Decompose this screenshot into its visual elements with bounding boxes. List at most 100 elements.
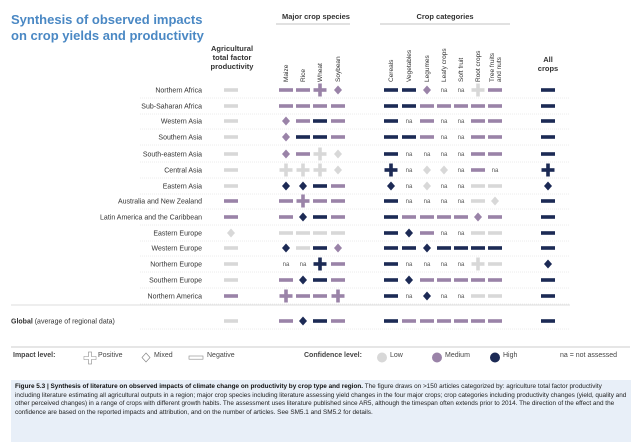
mixed-diamond	[282, 149, 290, 159]
negative-bar	[384, 215, 398, 219]
header-major-crops: Major crop species	[282, 12, 350, 21]
negative-bar	[471, 294, 485, 298]
negative-bar	[331, 199, 345, 203]
negative-bar	[488, 104, 502, 108]
na-label: na	[406, 294, 413, 300]
legend-na: na = not assessed	[560, 352, 618, 359]
negative-bar	[471, 152, 485, 156]
row-label: Latin America and the Caribbean	[100, 215, 202, 222]
negative-bar	[437, 278, 451, 282]
negative-bar	[437, 215, 451, 219]
negative-bar	[224, 199, 238, 203]
caption-bold: Figure 5.3 | Synthesis of literature on …	[15, 383, 364, 390]
negative-bar	[454, 319, 468, 323]
na-label: na	[406, 184, 413, 190]
negative-bar	[384, 294, 398, 298]
negative-bar	[296, 294, 310, 298]
na-label: na	[441, 152, 448, 158]
negative-bar	[471, 184, 485, 188]
negative-bar	[471, 199, 485, 203]
negative-bar	[541, 215, 555, 219]
mixed-diamond	[334, 85, 342, 95]
na-label: na	[441, 184, 448, 190]
negative-bar	[331, 262, 345, 266]
na-label: na	[441, 294, 448, 300]
positive-plus-v	[301, 194, 305, 208]
negative-bar	[541, 278, 555, 282]
legend-medium-dot	[432, 352, 442, 363]
negative-bar	[313, 199, 327, 203]
na-label: na	[300, 262, 307, 268]
negative-bar	[296, 88, 310, 92]
na-label: na	[458, 262, 465, 268]
row-label: Australia and New Zealand	[118, 199, 202, 206]
positive-plus-v	[389, 163, 393, 177]
mixed-diamond	[387, 181, 395, 191]
column-header: Soybean	[335, 56, 342, 82]
mixed-diamond	[282, 116, 290, 126]
negative-bar	[541, 199, 555, 203]
row-label: Southern Europe	[149, 278, 202, 285]
na-label: na	[406, 262, 413, 268]
legend-bar-icon	[188, 355, 204, 360]
mixed-diamond	[282, 132, 290, 142]
mixed-diamond	[474, 212, 482, 222]
legend-plus-icon	[83, 351, 97, 365]
negative-bar	[296, 135, 310, 139]
legend-diamond-icon	[141, 352, 151, 363]
negative-bar	[420, 278, 434, 282]
legend-negative: Negative	[207, 352, 235, 359]
negative-bar	[224, 119, 238, 123]
negative-bar	[296, 246, 310, 250]
mixed-diamond	[334, 149, 342, 159]
column-header: Legumes	[424, 55, 431, 82]
negative-bar	[224, 215, 238, 219]
na-label: na	[458, 119, 465, 125]
negative-bar	[488, 319, 502, 323]
negative-bar	[454, 104, 468, 108]
na-label: na	[441, 119, 448, 125]
negative-bar	[488, 231, 502, 235]
negative-bar	[331, 278, 345, 282]
negative-bar	[471, 319, 485, 323]
column-header: Rice	[300, 69, 307, 82]
mixed-diamond	[334, 165, 342, 175]
row-label: Northern Africa	[155, 88, 202, 95]
negative-bar	[420, 319, 434, 323]
negative-bar	[331, 104, 345, 108]
negative-bar	[313, 319, 327, 323]
negative-bar	[454, 215, 468, 219]
na-label: na	[441, 231, 448, 237]
negative-bar	[384, 199, 398, 203]
negative-bar	[313, 135, 327, 139]
column-header: Soft fruit	[458, 58, 465, 82]
negative-bar	[420, 231, 434, 235]
mixed-diamond	[299, 181, 307, 191]
negative-bar	[224, 152, 238, 156]
negative-bar	[488, 88, 502, 92]
positive-plus-v	[476, 83, 480, 97]
negative-bar	[420, 119, 434, 123]
mixed-diamond	[544, 259, 552, 269]
negative-bar	[313, 104, 327, 108]
negative-bar	[279, 231, 293, 235]
negative-bar	[384, 88, 398, 92]
negative-bar	[224, 184, 238, 188]
row-label: Southern Asia	[158, 135, 202, 142]
negative-bar	[279, 319, 293, 323]
header-agri-tfp: Agricultural total factor productivity	[210, 44, 254, 71]
figure-caption: Figure 5.3 | Synthesis of literature on …	[11, 380, 631, 442]
negative-bar	[541, 88, 555, 92]
negative-bar	[224, 294, 238, 298]
mixed-diamond	[423, 85, 431, 95]
negative-bar	[384, 231, 398, 235]
mixed-diamond	[282, 181, 290, 191]
row-label: Western Europe	[152, 246, 203, 253]
negative-bar	[296, 231, 310, 235]
mixed-diamond	[299, 275, 307, 285]
negative-bar	[224, 104, 238, 108]
negative-bar	[279, 215, 293, 219]
negative-bar	[402, 215, 416, 219]
na-label: na	[406, 152, 413, 158]
negative-bar	[331, 184, 345, 188]
